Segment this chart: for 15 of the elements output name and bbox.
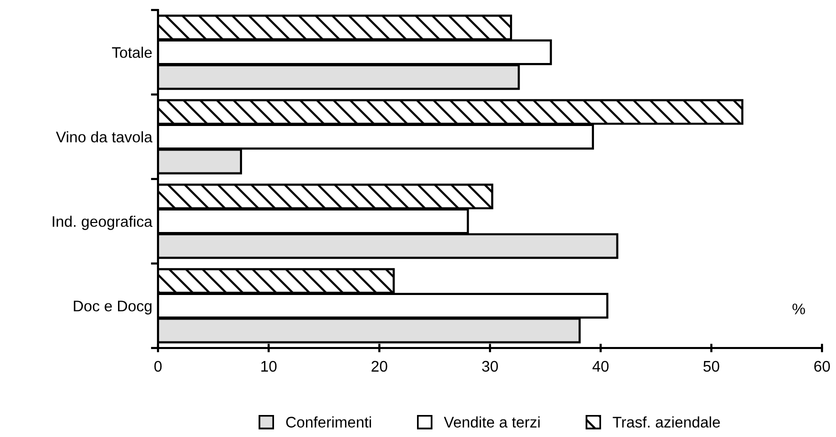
x-tick-label: 0 xyxy=(154,360,162,372)
x-tick-label: 50 xyxy=(703,360,720,372)
y-tick-label: Ind. geografica xyxy=(52,216,152,230)
y-tick-label: Totale xyxy=(112,46,152,58)
legend-label: Trasf. aziendale xyxy=(612,416,720,428)
x-axis-title: % xyxy=(792,304,806,314)
x-tick-label: 30 xyxy=(482,360,498,372)
legend-label: Vendite a terzi xyxy=(444,416,540,428)
x-tick-label: 60 xyxy=(814,360,830,372)
y-tick-label: Doc e Docg xyxy=(74,300,152,314)
x-tick-label: 40 xyxy=(592,360,609,372)
y-tick-label: Vino da tavola xyxy=(56,131,152,142)
x-tick-label: 20 xyxy=(372,360,388,372)
legend-label: Conferimenti xyxy=(286,416,371,428)
x-tick-label: 10 xyxy=(261,360,277,372)
